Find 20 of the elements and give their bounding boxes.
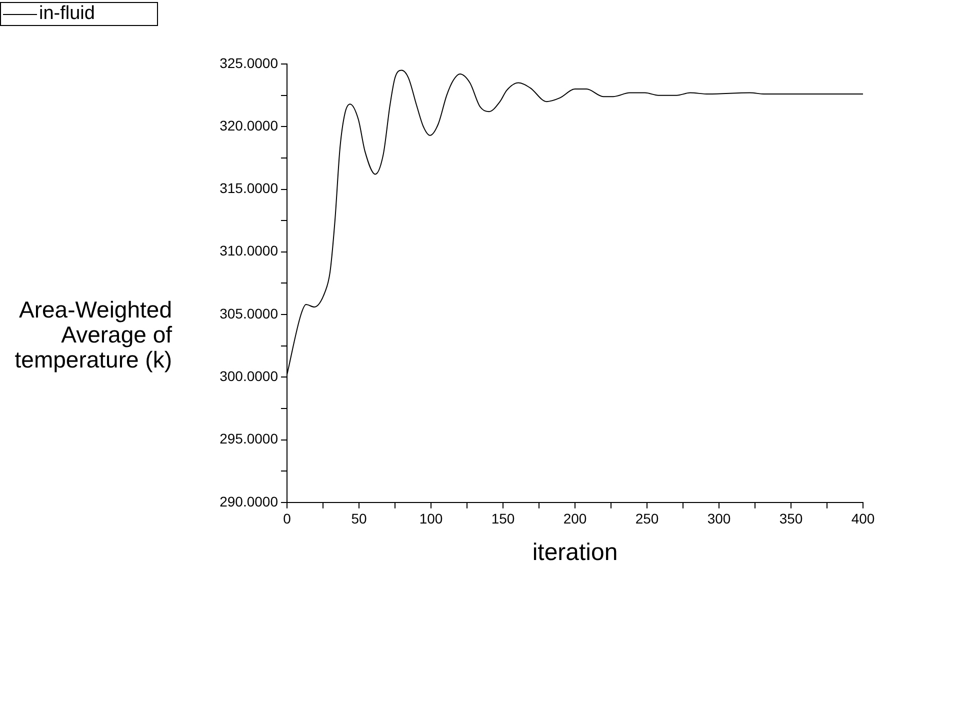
- x-tick-label: 350: [779, 510, 803, 527]
- x-tick-label: 0: [283, 510, 292, 527]
- y-tick-label: 325.0000: [220, 54, 278, 71]
- x-tick-label: 400: [851, 510, 875, 527]
- y-tick-label: 320.0000: [220, 117, 278, 134]
- x-tick-label: 300: [707, 510, 731, 527]
- x-axis-title: iteration: [532, 539, 618, 566]
- legend-label: in-fluid: [39, 3, 95, 25]
- y-axis-title: Area-Weighted Average of temperature (k): [14, 296, 172, 372]
- x-tick-label: 200: [563, 510, 587, 527]
- y-tick-label: 305.0000: [220, 305, 278, 322]
- x-tick-label: 100: [419, 510, 443, 527]
- y-tick-label: 300.0000: [220, 368, 278, 384]
- x-tick-label: 150: [491, 510, 515, 527]
- x-tick-label: 250: [635, 510, 659, 527]
- y-tick-label: 310.0000: [220, 242, 278, 259]
- x-tick-label: 50: [351, 510, 367, 527]
- y-tick-label: 290.0000: [220, 493, 278, 510]
- y-tick-label: 315.0000: [220, 180, 278, 196]
- y-tick-label: 295.0000: [220, 430, 278, 447]
